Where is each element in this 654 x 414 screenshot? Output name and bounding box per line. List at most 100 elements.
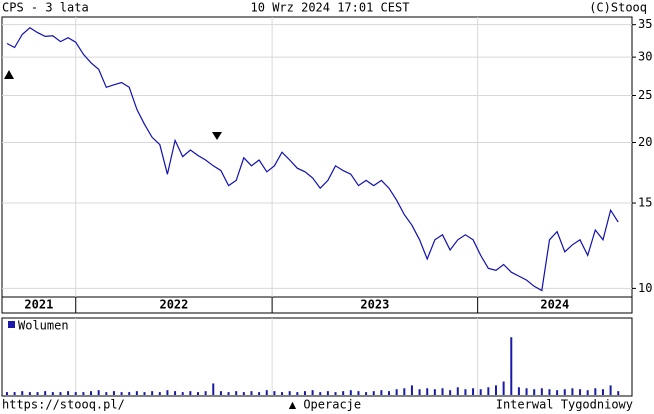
volume-bar (311, 390, 314, 395)
volume-legend-swatch (8, 321, 15, 328)
price-line (6, 26, 619, 292)
volume-bar (418, 389, 421, 395)
volume-bar (258, 392, 261, 395)
volume-bar (403, 388, 406, 395)
volume-bar (181, 392, 184, 395)
volume-bar (242, 392, 245, 395)
volume-bar (479, 389, 482, 395)
volume-bar (502, 381, 505, 395)
x-band-label: 2021 (24, 298, 53, 312)
operation-buy (4, 70, 14, 79)
volume-bar (556, 390, 559, 395)
volume-bar (380, 390, 383, 395)
volume-bar (388, 391, 391, 395)
volume-bar (487, 387, 490, 395)
volume-bar (128, 392, 131, 395)
y-tick-label: 20 (638, 135, 652, 149)
volume-bar (464, 389, 467, 395)
volume-bar (296, 392, 299, 395)
footer-url: https://stooq.pl/ (2, 398, 125, 412)
volume-bar (357, 391, 360, 395)
volume-bar (395, 389, 398, 395)
volume-bar (510, 337, 513, 395)
volume-bar (227, 392, 230, 395)
volume-bar (265, 390, 268, 395)
volume-bar (212, 383, 215, 395)
volume-bar (456, 387, 459, 395)
x-band-label: 2023 (360, 298, 389, 312)
volume-bar (219, 391, 222, 395)
volume-bar (120, 392, 123, 395)
volume-bar (143, 392, 146, 395)
operation-sell (212, 132, 222, 140)
volume-bar (21, 391, 24, 395)
y-tick-label: 35 (638, 17, 652, 31)
volume-bar (44, 391, 47, 395)
volume-bar (36, 392, 39, 395)
volume-bar (90, 391, 93, 395)
footer-interval: Interwal Tygodniowy (496, 398, 633, 412)
volume-bar (97, 390, 100, 395)
volume-bar (540, 388, 543, 395)
volume-bar (494, 385, 497, 395)
volume-bar (548, 389, 551, 395)
volume-bar (13, 392, 16, 395)
volume-bar (158, 392, 161, 395)
chart-date: 10 Wrz 2024 17:01 CEST (251, 1, 410, 15)
volume-bar (579, 389, 582, 395)
footer-operations: ▲ Operacje (289, 398, 361, 412)
y-tick-label: 10 (638, 281, 652, 295)
volume-bar (365, 392, 368, 395)
volume-bar (433, 389, 436, 395)
volume-bar (67, 391, 70, 395)
chart-title: CPS - 3 lata (2, 1, 89, 15)
volume-bar (51, 392, 54, 395)
volume-bar (472, 388, 475, 395)
volume-bar (112, 391, 115, 395)
volume-bar (449, 390, 452, 395)
volume-bar (334, 392, 337, 395)
volume-bar (601, 389, 604, 395)
volume-bar (166, 390, 169, 395)
chart-source: (C)Stooq (589, 1, 647, 15)
volume-bar (303, 391, 306, 395)
volume-bar (563, 389, 566, 395)
volume-bar (410, 385, 413, 395)
volume-bar (196, 392, 199, 395)
volume-bar (135, 391, 138, 395)
volume-bar (517, 387, 520, 395)
volume-bar (74, 392, 77, 395)
y-tick-label: 15 (638, 196, 652, 210)
volume-frame (1, 317, 633, 397)
y-tick-label: 25 (638, 88, 652, 102)
volume-bar (151, 391, 154, 395)
volume-bar (273, 391, 276, 395)
volume-bar (571, 388, 574, 395)
volume-bar (28, 392, 31, 395)
volume-bar (250, 391, 253, 395)
volume-bar (525, 388, 528, 395)
volume-bar (533, 389, 536, 395)
volume-bar (349, 390, 352, 395)
volume-legend: Wolumen (18, 319, 69, 333)
volume-bar (617, 391, 620, 395)
volume-bar (235, 391, 238, 395)
volume-bar (441, 388, 444, 395)
volume-bar (586, 390, 589, 395)
volume-bar (59, 392, 62, 395)
price-frame (1, 16, 633, 314)
volume-bar (426, 388, 429, 395)
x-band-label: 2022 (159, 298, 188, 312)
volume-bar (204, 391, 207, 395)
volume-bar (281, 392, 284, 395)
volume-bar (189, 391, 192, 395)
volume-bar (594, 388, 597, 395)
volume-bar (609, 385, 612, 395)
volume-bar (319, 392, 322, 395)
volume-bar (174, 391, 177, 395)
volume-bar (5, 392, 8, 395)
volume-bar (288, 391, 291, 395)
volume-bar (372, 391, 375, 395)
x-band-label: 2024 (540, 298, 569, 312)
